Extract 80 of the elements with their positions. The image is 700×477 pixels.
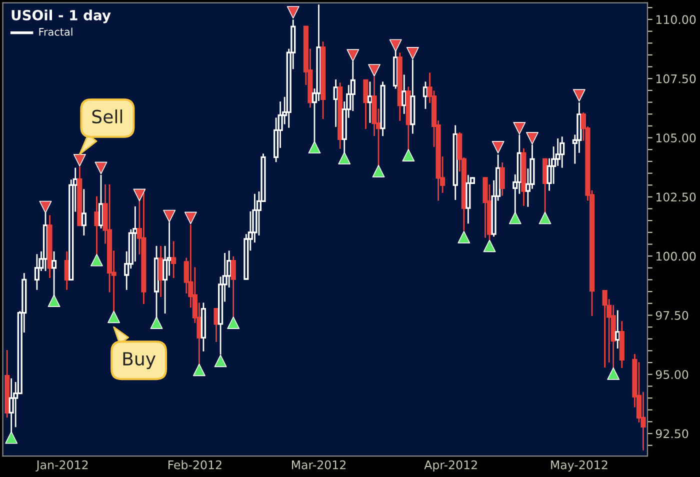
candlestick <box>367 82 373 123</box>
point <box>402 149 415 162</box>
point <box>607 367 620 380</box>
candlestick <box>380 82 386 136</box>
candlestick <box>226 250 232 288</box>
y-tick-label: 102.50 <box>656 192 696 202</box>
candlestick <box>521 148 526 206</box>
candlestick <box>500 162 505 196</box>
candlestick <box>158 246 164 297</box>
point <box>286 6 300 19</box>
point <box>346 49 360 62</box>
candlestick <box>230 256 236 318</box>
candlestick <box>252 194 258 243</box>
candlestick <box>81 189 86 236</box>
y-tick-label: 97.50 <box>656 310 688 320</box>
x-tick-label: Jan-2012 <box>36 460 88 472</box>
chart-title: USOil - 1 day <box>12 10 111 24</box>
point <box>48 294 60 308</box>
candlestick <box>402 74 407 114</box>
point <box>492 140 504 154</box>
point <box>308 140 321 154</box>
annotation: Fractal <box>39 28 72 36</box>
candlestick <box>560 136 565 168</box>
point <box>368 64 380 77</box>
point <box>184 212 197 224</box>
candlestick <box>338 82 343 149</box>
candlestick <box>397 52 402 121</box>
candlestick <box>333 80 338 127</box>
point <box>338 152 351 164</box>
point <box>372 164 385 178</box>
point <box>5 431 18 444</box>
annotation: Sell <box>92 109 122 124</box>
candlestick <box>94 196 100 254</box>
candlestick <box>615 310 620 349</box>
candlestick <box>171 241 176 278</box>
candlestick <box>555 138 560 166</box>
point <box>389 39 402 52</box>
x-tick-label: Apr-2012 <box>424 460 477 472</box>
point <box>133 188 146 202</box>
x-tick-label: Feb-2012 <box>168 460 222 470</box>
point <box>192 364 206 376</box>
point <box>90 254 103 266</box>
y-tick-label: 95.00 <box>656 370 688 380</box>
candlestick <box>551 146 556 184</box>
candlestick <box>4 350 10 418</box>
point <box>406 47 419 60</box>
candlestick <box>47 215 52 278</box>
point <box>150 316 163 330</box>
point <box>39 200 52 214</box>
y-tick-label: 92.50 <box>656 429 688 438</box>
candlestick <box>106 184 112 292</box>
point <box>214 354 227 368</box>
point <box>572 89 586 102</box>
point <box>163 210 176 222</box>
point <box>483 240 496 252</box>
point <box>73 154 86 166</box>
point <box>458 230 470 244</box>
point <box>508 212 522 224</box>
candlestick <box>619 321 624 368</box>
candlestick <box>132 206 138 262</box>
annotation: Buy <box>123 352 156 370</box>
candlestick <box>610 305 616 368</box>
x-tick-label: Mar-2012 <box>292 460 346 470</box>
candlestick <box>546 158 552 191</box>
point <box>538 212 552 224</box>
point <box>108 310 120 324</box>
point <box>94 162 108 174</box>
candlestick <box>452 125 458 200</box>
candlestick <box>640 392 646 450</box>
y-tick-label: 107.50 <box>656 74 696 84</box>
point <box>513 122 526 135</box>
candlestick <box>316 4 322 102</box>
candlestick <box>466 174 471 224</box>
y-tick-label: 110.00 <box>656 15 696 24</box>
point <box>526 132 538 144</box>
y-tick-label: 105.00 <box>656 133 696 142</box>
x-tick-label: May-2012 <box>551 460 608 472</box>
y-tick-label: 100.00 <box>656 252 696 261</box>
candlestick <box>162 246 168 314</box>
point <box>227 316 240 330</box>
